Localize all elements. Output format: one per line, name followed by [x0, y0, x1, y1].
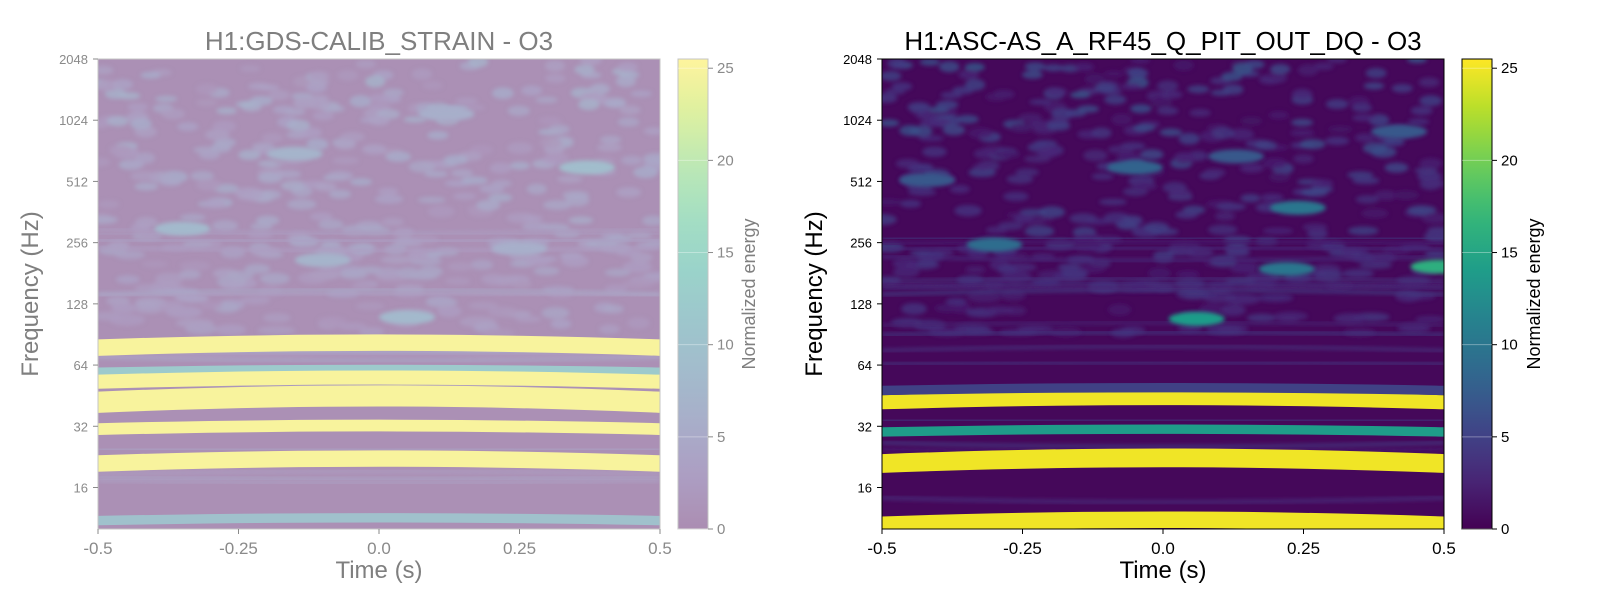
- y-axis-label: Frequency (Hz): [17, 211, 44, 376]
- x-tick-label: 0.5: [648, 539, 672, 558]
- colorbar-tick-label: 20: [717, 152, 734, 169]
- energy-band: [882, 511, 1444, 529]
- y-tick-label: 16: [74, 480, 88, 495]
- energy-band: [882, 424, 1444, 437]
- colorbar-label: Normalized energy: [739, 218, 759, 369]
- energy-band: [882, 448, 1444, 473]
- colorbar-tick-label: 0: [1501, 521, 1509, 538]
- energy-blob: [1258, 261, 1315, 276]
- x-tick-label: -0.5: [83, 539, 112, 558]
- colorbar-label: Normalized energy: [1524, 218, 1544, 369]
- energy-blob: [1410, 259, 1444, 274]
- x-tick-label: 0.25: [1287, 539, 1320, 558]
- x-tick-label: 0.0: [367, 539, 391, 558]
- colorbar-tick-label: 25: [717, 60, 734, 77]
- y-tick-label: 512: [66, 174, 88, 189]
- plot-area: [98, 59, 660, 529]
- colorbar-tick-label: 25: [1501, 60, 1518, 77]
- y-tick-label: 16: [858, 480, 872, 495]
- energy-blob: [266, 146, 323, 161]
- y-tick-label: 1024: [59, 113, 88, 128]
- plot-area: [882, 59, 1444, 529]
- colorbar: [1461, 58, 1493, 530]
- y-tick-label: 32: [74, 419, 88, 434]
- colorbar-tick-label: 20: [1501, 152, 1518, 169]
- energy-band: [98, 513, 660, 526]
- y-tick-label: 128: [850, 297, 872, 312]
- x-axis-label: Time (s): [335, 557, 422, 584]
- energy-blob: [294, 253, 351, 268]
- chart-title: H1:ASC-AS_A_RF45_Q_PIT_OUT_DQ - O3: [904, 26, 1421, 56]
- energy-band: [98, 370, 660, 389]
- energy-blob: [1371, 124, 1428, 139]
- energy-blob: [1269, 200, 1326, 215]
- energy-blob: [898, 173, 955, 188]
- energy-band: [882, 390, 1444, 410]
- y-tick-label: 64: [858, 358, 872, 373]
- colorbar-tick-label: 15: [717, 245, 734, 262]
- energy-band: [98, 334, 660, 356]
- energy-band: [882, 382, 1444, 396]
- colorbar-tick-label: 15: [1501, 245, 1518, 262]
- y-tick-label: 256: [66, 236, 88, 251]
- colorbar: [677, 58, 709, 530]
- y-axis-label: Frequency (Hz): [801, 211, 828, 376]
- energy-blob: [418, 106, 475, 121]
- energy-band: [98, 385, 660, 413]
- energy-blob: [966, 237, 1023, 252]
- y-tick-label: 2048: [59, 52, 88, 67]
- colorbar-tick-label: 10: [1501, 337, 1518, 354]
- x-tick-label: 0.25: [503, 539, 536, 558]
- colorbar-tick-label: 10: [717, 337, 734, 354]
- x-axis-label: Time (s): [1119, 557, 1206, 584]
- x-tick-label: -0.25: [1003, 539, 1042, 558]
- colorbar-tick-label: 5: [717, 429, 725, 446]
- x-tick-label: 0.0: [1151, 539, 1175, 558]
- energy-blob: [1208, 149, 1265, 164]
- energy-blob: [1168, 311, 1225, 326]
- chart-title: H1:GDS-CALIB_STRAIN - O3: [205, 26, 553, 56]
- energy-blob: [558, 160, 615, 175]
- energy-band: [98, 450, 660, 472]
- y-tick-label: 128: [66, 297, 88, 312]
- panel-2: H1:ASC-AS_A_RF45_Q_PIT_OUT_DQ - O3 2048 10…: [801, 26, 1544, 584]
- energy-blob: [491, 241, 548, 256]
- colorbar-tick-label: 5: [1501, 429, 1509, 446]
- energy-blob: [154, 221, 211, 236]
- energy-blob: [379, 310, 436, 325]
- y-tick-label: 32: [858, 419, 872, 434]
- noise-texture: [882, 59, 1444, 338]
- x-tick-label: -0.5: [867, 539, 896, 558]
- energy-blob: [1106, 160, 1163, 175]
- x-tick-label: 0.5: [1432, 539, 1456, 558]
- energy-band: [98, 419, 660, 435]
- y-tick-label: 2048: [843, 52, 872, 67]
- colorbar-tick-label: 0: [717, 521, 725, 538]
- y-tick-label: 1024: [843, 113, 872, 128]
- y-tick-label: 64: [74, 358, 88, 373]
- x-tick-label: -0.25: [219, 539, 258, 558]
- y-tick-label: 256: [850, 236, 872, 251]
- y-tick-label: 512: [850, 174, 872, 189]
- panel-1: H1:GDS-CALIB_STRAIN - O3 2048 1024 512 256 12…: [17, 26, 759, 584]
